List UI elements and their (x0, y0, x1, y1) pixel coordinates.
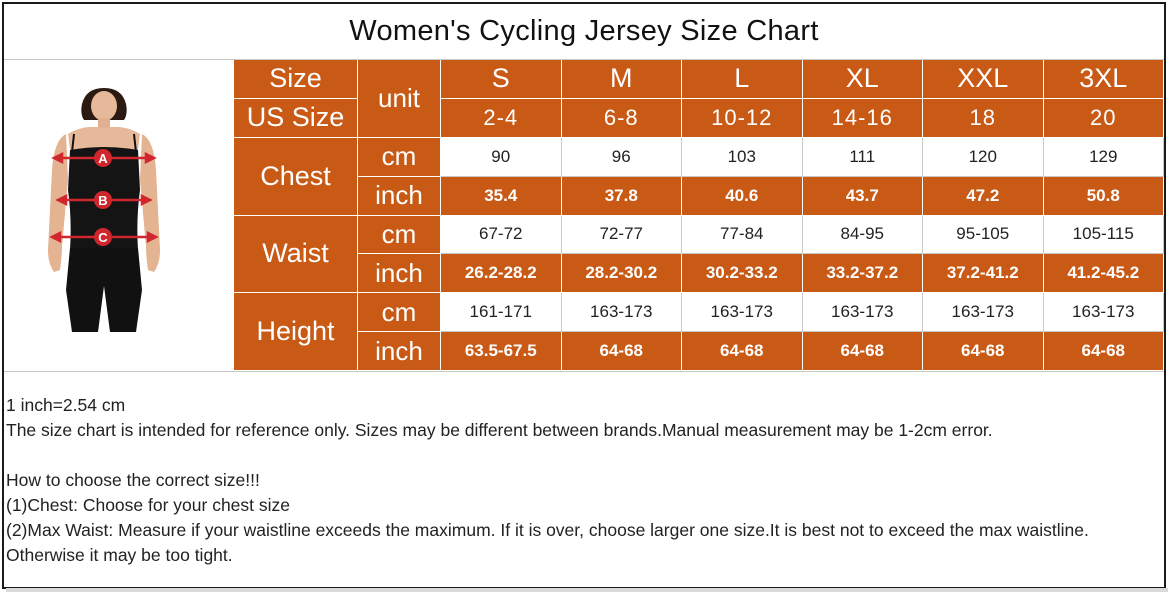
height-inch-m: 64-68 (561, 332, 682, 371)
waist-inch-l: 30.2-33.2 (682, 254, 803, 294)
chest-inch-l: 40.6 (682, 176, 803, 216)
us-size-l: 10-12 (682, 98, 803, 138)
body-figure: A B C (4, 60, 234, 370)
chest-cm-m: 96 (561, 137, 682, 177)
waist-inch-s: 26.2-28.2 (441, 254, 562, 294)
notes-section: 1 inch=2.54 cm The size chart is intende… (6, 393, 1164, 568)
unit-header: unit (358, 60, 441, 138)
waist-cm-l: 77-84 (682, 215, 803, 255)
size-l: L (682, 60, 803, 99)
height-label: Height (234, 293, 358, 371)
waist-inch-3xl: 41.2-45.2 (1043, 254, 1164, 294)
us-size-header: US Size (234, 98, 358, 138)
us-size-xl: 14-16 (802, 98, 923, 138)
chest-inch-3xl: 50.8 (1043, 176, 1164, 216)
height-inch-xl: 64-68 (802, 332, 923, 371)
size-3xl: 3XL (1043, 60, 1164, 99)
waist-cm-3xl: 105-115 (1043, 215, 1164, 255)
height-cm-xl: 163-173 (802, 293, 923, 333)
chest-cm-xl: 111 (802, 137, 923, 177)
waist-cm-s: 67-72 (441, 215, 562, 255)
size-m: M (561, 60, 682, 99)
marker-c: C (98, 230, 108, 245)
waist-label: Waist (234, 215, 358, 294)
us-size-xxl: 18 (923, 98, 1044, 138)
woman-silhouette-illustration: A B C (48, 88, 160, 332)
height-cm-m: 163-173 (561, 293, 682, 333)
height-cm-l: 163-173 (682, 293, 803, 333)
waist-inch-unit: inch (358, 254, 441, 294)
height-inch-xxl: 64-68 (923, 332, 1044, 371)
how-to-title: How to choose the correct size!!! (6, 470, 260, 490)
size-xl: XL (802, 60, 923, 99)
tip-waist: (2)Max Waist: Measure if your waistline … (6, 520, 1089, 540)
height-cm-xxl: 163-173 (923, 293, 1044, 333)
us-size-s: 2-4 (441, 98, 562, 138)
waist-cm-unit: cm (358, 215, 441, 255)
waist-cm-xl: 84-95 (802, 215, 923, 255)
waist-cm-xxl: 95-105 (923, 215, 1044, 255)
height-inch-3xl: 64-68 (1043, 332, 1164, 371)
chest-cm-xxl: 120 (923, 137, 1044, 177)
us-size-3xl: 20 (1043, 98, 1164, 138)
chest-label: Chest (234, 137, 358, 216)
chest-inch-xl: 43.7 (802, 176, 923, 216)
height-inch-s: 63.5-67.5 (441, 332, 562, 371)
table-divider (4, 371, 1164, 372)
height-inch-l: 64-68 (682, 332, 803, 371)
height-inch-unit: inch (358, 332, 441, 371)
size-s: S (441, 60, 562, 99)
height-cm-s: 161-171 (441, 293, 562, 333)
chart-title: Women's Cycling Jersey Size Chart (349, 15, 819, 47)
tip-chest: (1)Chest: Choose for your chest size (6, 495, 291, 515)
disclaimer-note: The size chart is intended for reference… (6, 420, 993, 440)
waist-inch-xl: 33.2-37.2 (802, 254, 923, 294)
height-cm-3xl: 163-173 (1043, 293, 1164, 333)
us-size-m: 6-8 (561, 98, 682, 138)
title-bar: Women's Cycling Jersey Size Chart (4, 4, 1164, 60)
chest-cm-unit: cm (358, 137, 441, 177)
chest-inch-s: 35.4 (441, 176, 562, 216)
conversion-note: 1 inch=2.54 cm (6, 395, 126, 415)
size-table: Size unit S M L XL XXL 3XL US Size 2-4 6… (234, 60, 1164, 371)
frame-shadow (6, 588, 1168, 592)
chest-cm-l: 103 (682, 137, 803, 177)
tip-waist-continued: Otherwise it may be too tight. (6, 545, 233, 565)
size-header: Size (234, 60, 358, 99)
size-xxl: XXL (923, 60, 1044, 99)
waist-cm-m: 72-77 (561, 215, 682, 255)
chest-inch-unit: inch (358, 176, 441, 216)
marker-a: A (98, 151, 108, 166)
chest-cm-s: 90 (441, 137, 562, 177)
height-cm-unit: cm (358, 293, 441, 333)
chest-inch-xxl: 47.2 (923, 176, 1044, 216)
waist-inch-xxl: 37.2-41.2 (923, 254, 1044, 294)
marker-b: B (98, 193, 107, 208)
chest-cm-3xl: 129 (1043, 137, 1164, 177)
waist-inch-m: 28.2-30.2 (561, 254, 682, 294)
chest-inch-m: 37.8 (561, 176, 682, 216)
